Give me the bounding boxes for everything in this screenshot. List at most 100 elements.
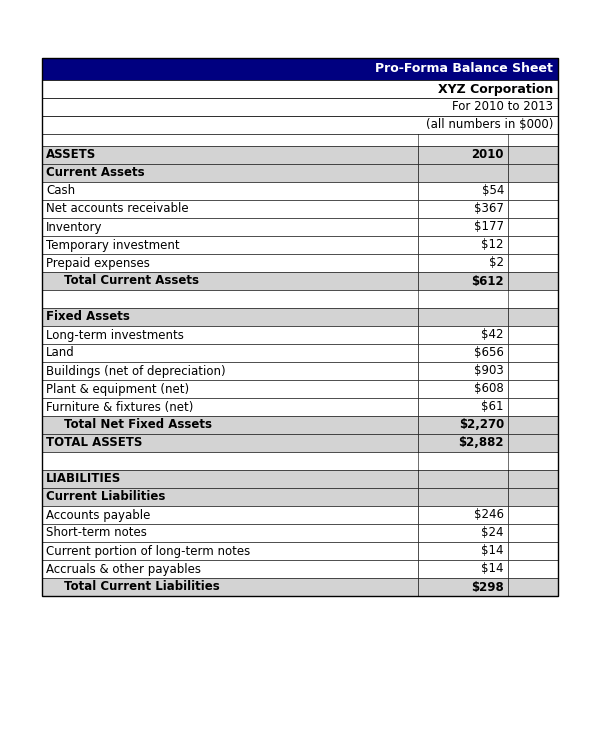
Text: ASSETS: ASSETS bbox=[46, 148, 96, 161]
Text: Inventory: Inventory bbox=[46, 220, 103, 234]
Bar bbox=[418, 200, 508, 218]
Bar bbox=[42, 506, 418, 524]
Text: XYZ Corporation: XYZ Corporation bbox=[438, 82, 553, 96]
Text: $298: $298 bbox=[471, 580, 504, 593]
Bar bbox=[42, 164, 418, 182]
Bar bbox=[508, 578, 558, 596]
Bar bbox=[42, 58, 558, 596]
Text: Pro-Forma Balance Sheet: Pro-Forma Balance Sheet bbox=[375, 63, 553, 75]
Bar bbox=[42, 434, 418, 452]
Text: Accruals & other payables: Accruals & other payables bbox=[46, 563, 201, 575]
Bar bbox=[418, 182, 508, 200]
Bar bbox=[508, 164, 558, 182]
Bar bbox=[418, 416, 508, 434]
Text: $2: $2 bbox=[489, 256, 504, 269]
Bar bbox=[508, 506, 558, 524]
Text: LIABILITIES: LIABILITIES bbox=[46, 472, 121, 485]
Text: $24: $24 bbox=[482, 526, 504, 539]
Bar bbox=[42, 146, 418, 164]
Bar bbox=[508, 560, 558, 578]
Bar bbox=[42, 200, 418, 218]
Bar bbox=[508, 182, 558, 200]
Bar bbox=[42, 98, 558, 116]
Text: $2,270: $2,270 bbox=[459, 418, 504, 431]
Bar bbox=[42, 116, 558, 134]
Bar bbox=[508, 146, 558, 164]
Text: $54: $54 bbox=[482, 185, 504, 198]
Bar bbox=[508, 308, 558, 326]
Bar bbox=[42, 416, 418, 434]
Bar bbox=[42, 182, 418, 200]
Bar bbox=[418, 308, 508, 326]
Text: Furniture & fixtures (net): Furniture & fixtures (net) bbox=[46, 401, 193, 413]
Text: Current portion of long-term notes: Current portion of long-term notes bbox=[46, 545, 250, 558]
Text: Long-term investments: Long-term investments bbox=[46, 328, 184, 342]
Bar bbox=[508, 380, 558, 398]
Bar bbox=[418, 236, 508, 254]
Bar bbox=[42, 524, 418, 542]
Bar bbox=[418, 398, 508, 416]
Bar bbox=[42, 578, 418, 596]
Bar bbox=[508, 524, 558, 542]
Bar bbox=[42, 560, 418, 578]
Text: Cash: Cash bbox=[46, 185, 75, 198]
Text: $656: $656 bbox=[474, 347, 504, 359]
Bar bbox=[508, 218, 558, 236]
Text: Total Net Fixed Assets: Total Net Fixed Assets bbox=[64, 418, 212, 431]
Bar bbox=[42, 80, 558, 98]
Bar bbox=[418, 362, 508, 380]
Bar bbox=[42, 452, 558, 470]
Text: $12: $12 bbox=[482, 239, 504, 252]
Text: Accounts payable: Accounts payable bbox=[46, 509, 151, 521]
Text: Total Current Assets: Total Current Assets bbox=[64, 274, 199, 288]
Text: Land: Land bbox=[46, 347, 75, 359]
Bar bbox=[42, 290, 558, 308]
Bar bbox=[42, 308, 418, 326]
Bar bbox=[418, 542, 508, 560]
Bar bbox=[418, 272, 508, 290]
Text: $612: $612 bbox=[472, 274, 504, 288]
Text: For 2010 to 2013: For 2010 to 2013 bbox=[452, 101, 553, 113]
Bar bbox=[42, 134, 558, 146]
Text: (all numbers in $000): (all numbers in $000) bbox=[425, 118, 553, 131]
Text: Buildings (net of depreciation): Buildings (net of depreciation) bbox=[46, 364, 226, 377]
Bar bbox=[418, 470, 508, 488]
Bar bbox=[508, 236, 558, 254]
Bar bbox=[418, 560, 508, 578]
Text: Prepaid expenses: Prepaid expenses bbox=[46, 256, 150, 269]
Bar bbox=[42, 58, 558, 80]
Text: $608: $608 bbox=[474, 383, 504, 396]
Bar bbox=[418, 488, 508, 506]
Text: Plant & equipment (net): Plant & equipment (net) bbox=[46, 383, 189, 396]
Text: Current Liabilities: Current Liabilities bbox=[46, 491, 166, 504]
Bar bbox=[42, 254, 418, 272]
Bar bbox=[42, 470, 418, 488]
Bar bbox=[508, 434, 558, 452]
Bar bbox=[418, 578, 508, 596]
Bar bbox=[42, 542, 418, 560]
Bar bbox=[508, 254, 558, 272]
Bar bbox=[508, 542, 558, 560]
Bar bbox=[508, 470, 558, 488]
Bar bbox=[418, 254, 508, 272]
Text: $367: $367 bbox=[474, 202, 504, 215]
Text: $61: $61 bbox=[482, 401, 504, 413]
Bar bbox=[508, 344, 558, 362]
Bar bbox=[508, 362, 558, 380]
Bar bbox=[42, 488, 418, 506]
Bar bbox=[42, 236, 418, 254]
Text: Current Assets: Current Assets bbox=[46, 166, 145, 180]
Bar bbox=[418, 146, 508, 164]
Bar bbox=[42, 326, 418, 344]
Bar bbox=[508, 272, 558, 290]
Text: Temporary investment: Temporary investment bbox=[46, 239, 179, 252]
Text: Total Current Liabilities: Total Current Liabilities bbox=[64, 580, 220, 593]
Text: TOTAL ASSETS: TOTAL ASSETS bbox=[46, 437, 142, 450]
Text: $177: $177 bbox=[474, 220, 504, 234]
Text: $2,882: $2,882 bbox=[458, 437, 504, 450]
Bar bbox=[508, 416, 558, 434]
Bar bbox=[42, 362, 418, 380]
Text: 2010: 2010 bbox=[472, 148, 504, 161]
Bar bbox=[418, 380, 508, 398]
Bar bbox=[418, 218, 508, 236]
